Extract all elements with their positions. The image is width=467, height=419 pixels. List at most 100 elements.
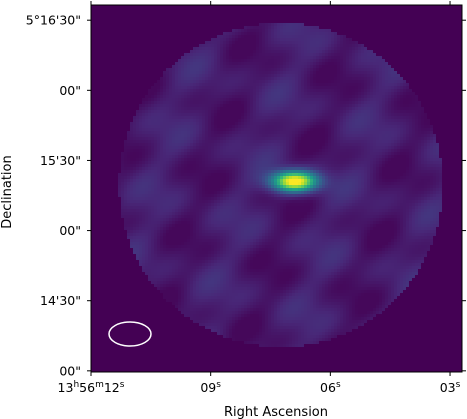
heatmap-cell — [379, 83, 382, 86]
heatmap-cell — [412, 125, 415, 128]
heatmap-cell — [286, 191, 289, 194]
heatmap-cell — [301, 158, 304, 161]
heatmap-cell — [352, 50, 355, 53]
heatmap-cell — [262, 32, 265, 35]
heatmap-cell — [169, 179, 172, 182]
heatmap-cell — [349, 131, 352, 134]
heatmap-cell — [421, 161, 424, 164]
heatmap-cell — [382, 86, 385, 89]
heatmap-cell — [247, 92, 250, 95]
heatmap-cell — [397, 101, 400, 104]
heatmap-cell — [181, 167, 184, 170]
heatmap-cell — [250, 128, 253, 131]
heatmap-cell — [226, 182, 229, 185]
heatmap-cell — [280, 89, 283, 92]
heatmap-cell — [202, 56, 205, 59]
heatmap-cell — [355, 188, 358, 191]
heatmap-cell — [274, 128, 277, 131]
heatmap-cell — [199, 188, 202, 191]
heatmap-cell — [292, 92, 295, 95]
heatmap-cell — [175, 161, 178, 164]
heatmap-cell — [247, 188, 250, 191]
heatmap-cell — [214, 122, 217, 125]
heatmap-cell — [178, 101, 181, 104]
heatmap-cell — [241, 68, 244, 71]
heatmap-cell — [310, 65, 313, 68]
heatmap-cell — [154, 134, 157, 137]
heatmap-cell — [406, 113, 409, 116]
heatmap-cell — [190, 104, 193, 107]
heatmap-cell — [130, 128, 133, 131]
heatmap-cell — [238, 134, 241, 137]
heatmap-cell — [238, 182, 241, 185]
heatmap-cell — [133, 137, 136, 140]
heatmap-cell — [268, 194, 271, 197]
heatmap-cell — [166, 155, 169, 158]
heatmap-cell — [391, 194, 394, 197]
heatmap-cell — [205, 188, 208, 191]
heatmap-cell — [418, 134, 421, 137]
heatmap-cell — [265, 176, 268, 179]
heatmap-cell — [220, 122, 223, 125]
heatmap-cell — [223, 74, 226, 77]
heatmap-cell — [313, 98, 316, 101]
heatmap-cell — [223, 86, 226, 89]
heatmap-cell — [145, 179, 148, 182]
heatmap-cell — [346, 113, 349, 116]
heatmap-cell — [277, 104, 280, 107]
heatmap-cell — [178, 71, 181, 74]
heatmap-cell — [199, 161, 202, 164]
heatmap-cell — [268, 50, 271, 53]
heatmap-cell — [190, 83, 193, 86]
heatmap-cell — [136, 146, 139, 149]
heatmap-cell — [280, 194, 283, 197]
heatmap-cell — [277, 65, 280, 68]
heatmap-cell — [364, 77, 367, 80]
heatmap-cell — [262, 191, 265, 194]
heatmap-cell — [298, 176, 301, 179]
heatmap-cell — [220, 158, 223, 161]
heatmap-cell — [187, 110, 190, 113]
heatmap-cell — [199, 131, 202, 134]
heatmap-cell — [367, 152, 370, 155]
heatmap-cell — [355, 116, 358, 119]
heatmap-cell — [190, 92, 193, 95]
heatmap-cell — [352, 161, 355, 164]
heatmap-cell — [217, 158, 220, 161]
heatmap-cell — [403, 191, 406, 194]
heatmap-cell — [166, 188, 169, 191]
heatmap-cell — [196, 104, 199, 107]
heatmap-cell — [394, 194, 397, 197]
heatmap-cell — [424, 152, 427, 155]
heatmap-cell — [361, 92, 364, 95]
heatmap-cell — [415, 155, 418, 158]
heatmap-cell — [391, 107, 394, 110]
heatmap-cell — [199, 140, 202, 143]
heatmap-cell — [319, 65, 322, 68]
heatmap-cell — [376, 164, 379, 167]
heatmap-cell — [385, 71, 388, 74]
heatmap-cell — [391, 71, 394, 74]
heatmap-cell — [265, 194, 268, 197]
heatmap-cell — [382, 152, 385, 155]
heatmap-cell — [142, 128, 145, 131]
heatmap-cell — [184, 80, 187, 83]
heatmap-cell — [313, 89, 316, 92]
heatmap-cell — [409, 128, 412, 131]
heatmap-cell — [208, 41, 211, 44]
heatmap-cell — [361, 62, 364, 65]
heatmap-cell — [349, 170, 352, 173]
heatmap-cell — [181, 110, 184, 113]
heatmap-cell — [262, 176, 265, 179]
heatmap-cell — [169, 191, 172, 194]
heatmap-cell — [271, 110, 274, 113]
heatmap-cell — [178, 77, 181, 80]
heatmap-cell — [388, 179, 391, 182]
heatmap-cell — [187, 137, 190, 140]
heatmap-cell — [208, 137, 211, 140]
heatmap-cell — [349, 62, 352, 65]
heatmap-cell — [340, 155, 343, 158]
heatmap-cell — [394, 104, 397, 107]
heatmap-cell — [439, 179, 442, 182]
heatmap-cell — [241, 41, 244, 44]
